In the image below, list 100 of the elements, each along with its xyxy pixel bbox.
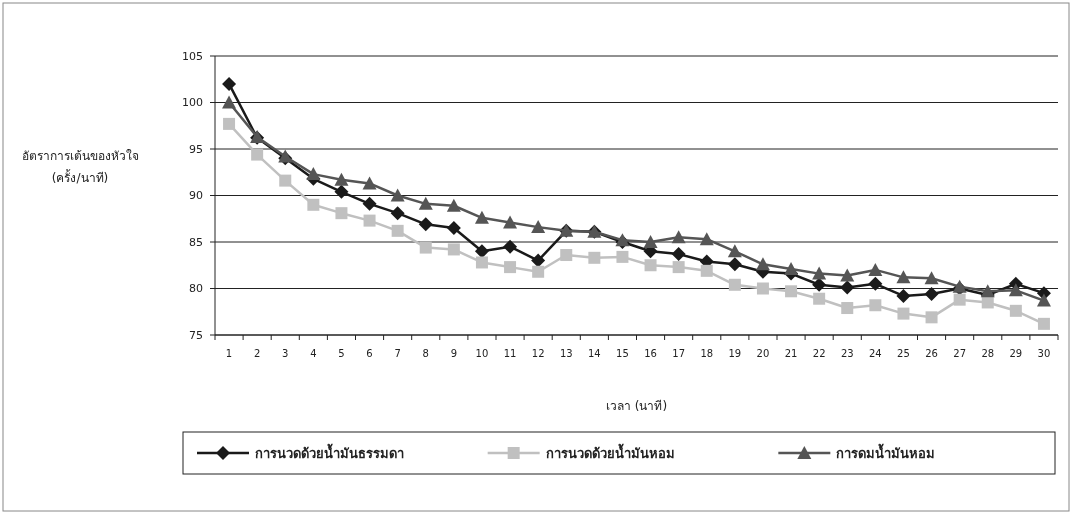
point bbox=[362, 176, 377, 190]
point bbox=[671, 230, 686, 244]
x-tick-label: 9 bbox=[450, 348, 458, 359]
point bbox=[868, 276, 883, 291]
point bbox=[671, 247, 686, 262]
point bbox=[474, 210, 489, 224]
point bbox=[279, 174, 292, 187]
point bbox=[699, 232, 714, 246]
point bbox=[362, 196, 377, 211]
point bbox=[1036, 293, 1051, 307]
x-tick-label: 22 bbox=[812, 348, 826, 359]
point bbox=[390, 188, 405, 202]
point bbox=[924, 287, 939, 302]
point bbox=[447, 243, 460, 256]
x-tick-label: 20 bbox=[756, 348, 770, 359]
point bbox=[504, 261, 517, 274]
point bbox=[728, 278, 741, 291]
point bbox=[418, 217, 433, 232]
point bbox=[475, 256, 488, 269]
point bbox=[812, 277, 827, 292]
x-tick-label: 27 bbox=[953, 348, 966, 359]
x-tick-label: 23 bbox=[840, 348, 854, 359]
point bbox=[925, 311, 938, 324]
point bbox=[222, 95, 237, 109]
x-axis-title: เวลา (นาที) bbox=[605, 399, 668, 413]
point bbox=[616, 250, 629, 263]
point bbox=[785, 285, 798, 298]
point bbox=[334, 184, 349, 199]
point bbox=[1008, 283, 1023, 297]
point bbox=[335, 207, 348, 220]
point bbox=[813, 292, 826, 305]
point bbox=[418, 196, 433, 210]
point bbox=[363, 214, 376, 227]
point bbox=[897, 307, 910, 320]
point bbox=[531, 253, 546, 268]
x-tick-label: 7 bbox=[394, 348, 401, 359]
point bbox=[532, 265, 545, 278]
point bbox=[588, 251, 601, 264]
y-tick-label: 105 bbox=[182, 49, 203, 63]
point bbox=[840, 268, 855, 282]
point bbox=[391, 224, 404, 237]
point bbox=[981, 296, 994, 309]
point bbox=[812, 266, 827, 280]
y-tick-label: 75 bbox=[189, 328, 203, 342]
point bbox=[841, 302, 854, 315]
legend-label: การนวดด้วยน้ำมันธรรมดา bbox=[255, 442, 404, 461]
point bbox=[1009, 304, 1022, 317]
point bbox=[503, 215, 518, 229]
x-tick-label: 28 bbox=[981, 348, 995, 359]
x-tick-label: 24 bbox=[869, 348, 882, 359]
x-tick-label: 6 bbox=[366, 348, 373, 359]
point bbox=[419, 241, 432, 254]
point bbox=[446, 198, 461, 212]
point bbox=[756, 282, 769, 295]
x-tick-label: 18 bbox=[700, 348, 714, 359]
point bbox=[390, 206, 405, 221]
point bbox=[953, 293, 966, 306]
point bbox=[474, 244, 489, 259]
x-tick-label: 11 bbox=[503, 348, 517, 359]
x-tick-label: 15 bbox=[616, 348, 629, 359]
point bbox=[700, 264, 713, 277]
point bbox=[869, 299, 882, 312]
point bbox=[672, 261, 685, 274]
point bbox=[334, 172, 349, 186]
point bbox=[251, 148, 264, 161]
point bbox=[306, 167, 321, 181]
x-tick-label: 14 bbox=[588, 348, 601, 359]
legend-label: การนวดด้วยน้ำมันหอม bbox=[545, 442, 675, 461]
point bbox=[1037, 317, 1050, 330]
point bbox=[840, 280, 855, 295]
point bbox=[755, 257, 770, 271]
x-tick-label: 17 bbox=[672, 348, 685, 359]
y-axis-title: อัตราการเต้นของหัวใจ (ครั้ง/นาที) bbox=[21, 149, 139, 185]
x-tick-label: 13 bbox=[559, 348, 573, 359]
x-tick-label: 5 bbox=[338, 348, 345, 359]
point bbox=[727, 257, 742, 272]
x-tick-label: 25 bbox=[897, 348, 910, 359]
x-tick-label: 10 bbox=[475, 348, 489, 359]
x-tick-label: 3 bbox=[282, 348, 289, 359]
y-tick-label: 85 bbox=[189, 235, 203, 249]
point bbox=[980, 284, 995, 298]
point bbox=[560, 249, 573, 262]
y-tick-label: 95 bbox=[189, 142, 203, 156]
y-tick-label: 100 bbox=[182, 96, 203, 109]
x-tick-label: 30 bbox=[1037, 348, 1051, 359]
point bbox=[784, 261, 799, 275]
point bbox=[896, 270, 911, 284]
x-tick-label: 16 bbox=[644, 348, 657, 359]
point bbox=[924, 271, 939, 285]
point bbox=[868, 262, 883, 276]
point bbox=[503, 239, 518, 254]
y-tick-label: 80 bbox=[189, 282, 203, 295]
x-tick-label: 1 bbox=[225, 348, 233, 359]
x-tick-label: 12 bbox=[531, 348, 545, 359]
x-tick-label: 29 bbox=[1009, 348, 1023, 359]
x-tick-label: 21 bbox=[784, 348, 798, 359]
point bbox=[644, 259, 657, 272]
point bbox=[896, 288, 911, 303]
point bbox=[222, 76, 237, 91]
point bbox=[223, 117, 236, 130]
